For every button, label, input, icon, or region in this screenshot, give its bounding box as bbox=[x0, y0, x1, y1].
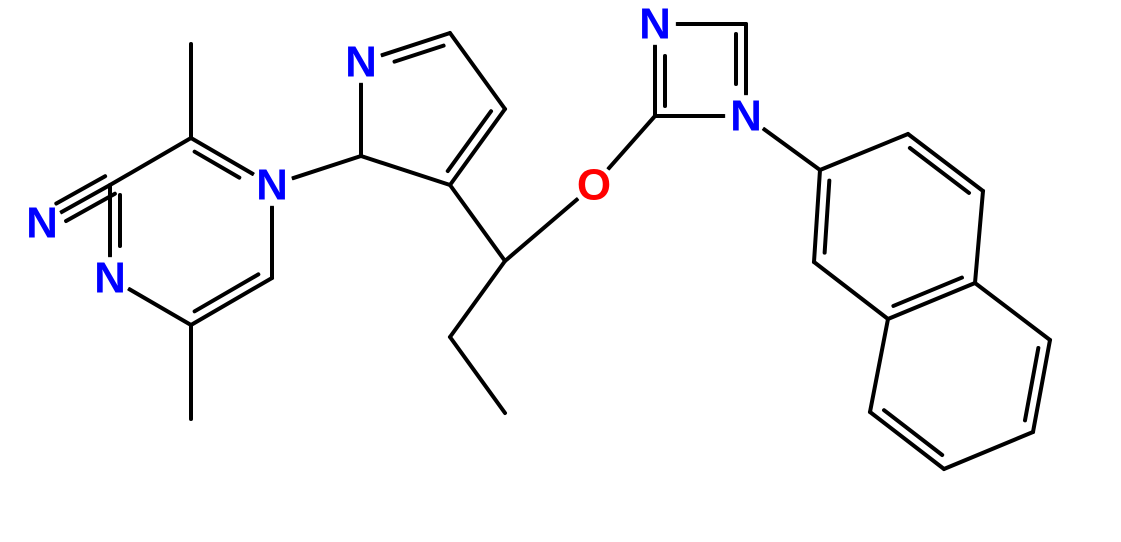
atom-label-o: O bbox=[577, 161, 611, 210]
atom-label-n: N bbox=[730, 92, 762, 141]
atom-label-n: N bbox=[639, 0, 671, 49]
atom-label-n: N bbox=[26, 199, 58, 248]
bonds-group bbox=[56, 24, 1050, 469]
atom-label-n: N bbox=[94, 254, 126, 303]
molecule-diagram: NNNNONN bbox=[0, 0, 1121, 542]
atom-label-n: N bbox=[256, 161, 288, 210]
atoms-group: NNNNONN bbox=[21, 0, 767, 303]
atom-label-n: N bbox=[345, 38, 377, 87]
